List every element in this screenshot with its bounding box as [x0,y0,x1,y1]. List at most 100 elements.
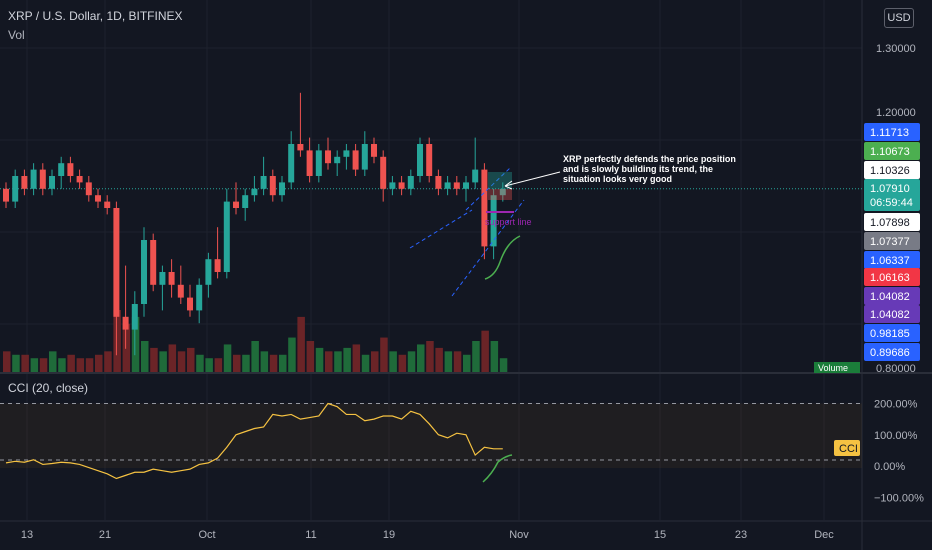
candle-body [131,304,138,330]
candle-body [141,240,147,304]
candle [472,137,479,189]
candle-body [269,176,276,196]
price-tag-label: 0.89686 [870,347,910,359]
price-tag-bg [864,251,920,269]
candle-body [407,176,414,189]
candle [150,233,157,292]
price-tag-label: 1.04082 [870,291,910,303]
volume-bar [444,351,453,372]
volume-bar [205,358,213,372]
price-tag: 1.04082 [864,305,920,323]
candle [223,188,230,279]
cci-axis-tick: 100.00% [874,430,918,442]
candle-body [58,163,65,176]
volume-bar [150,347,158,372]
volume-bar [417,344,425,372]
volume-bar [407,351,416,372]
volume-tag-label: Volume [818,363,848,373]
candle [380,150,387,202]
candle [122,265,129,349]
candle [389,176,396,196]
price-tag-bg [864,232,920,250]
candle-body [150,240,157,285]
candle-body [288,144,295,183]
candle-body [95,195,101,202]
candle-body [389,182,396,189]
candle [196,278,203,324]
time-axis-tick: 15 [654,529,666,541]
volume-bar [288,337,296,372]
trendline [451,199,525,297]
candle [141,227,147,317]
candle [214,227,221,279]
candle-body [380,156,387,189]
candle-body [371,144,377,157]
price-tag-label: 1.06337 [870,255,910,267]
volume-bar [177,351,186,372]
volume-bar [251,341,259,372]
candle-body [242,195,249,208]
volume-bar [49,351,57,372]
currency-button[interactable]: USD [884,8,914,28]
price-tag-bg [864,268,920,286]
price-tag-bg [864,343,920,361]
candle-body [113,208,120,317]
candle-body [30,169,37,189]
volume-bar [104,351,112,372]
price-tag: 1.10326 [864,161,920,179]
volume-bar [389,351,397,372]
volume-bar [214,358,223,372]
price-tag: 1.07377 [864,232,920,250]
candle-body [297,144,304,151]
candle-body [306,150,313,176]
candle [435,169,442,196]
price-tag-bg [864,324,920,342]
candle-body [39,169,46,189]
volume-bar [58,358,66,372]
candle-body [205,259,212,285]
candle [159,265,166,311]
volume-bar [168,344,177,372]
volume-bar [398,354,407,372]
annotation-arrowhead [504,180,513,190]
candle [131,291,138,356]
trendline [409,209,473,249]
candle-body [76,176,83,183]
candle-body [279,182,285,196]
candle [205,252,212,298]
cci-indicator-label[interactable]: CCI (20, close) [8,381,89,395]
volume-bar [343,347,351,372]
price-tag-label: 1.07377 [870,236,910,248]
candle [251,176,258,202]
price-tag: 1.04082 [864,287,920,305]
candle [85,176,92,202]
chart-title: XRP / U.S. Dollar, 1D, BITFINEX [8,9,183,23]
volume-bar [325,351,333,372]
volume-bar [426,341,434,372]
candle [76,169,83,189]
candle [426,137,433,183]
candle [371,137,377,164]
price-tag-bg [864,213,920,231]
candle [306,137,313,183]
candle [297,92,304,157]
cci-axis-tick: 0.00% [874,461,905,473]
price-tag-bg [864,287,920,305]
candle [12,169,19,208]
candle [187,284,193,317]
time-axis-tick: 13 [21,529,33,541]
candle-body [472,169,479,183]
candle [490,188,497,260]
volume-bar [435,347,443,372]
candle-body [85,182,92,196]
price-tag-bg [864,179,920,211]
candle-body [104,201,111,208]
volume-bar [30,358,39,372]
price-tag: 1.07910 06:59:44 [864,179,920,211]
volume-bar [361,354,370,372]
candle [233,182,239,215]
candle-body [490,195,497,247]
volume-indicator-label[interactable]: Vol [8,28,25,42]
curve-drawing [484,235,521,280]
